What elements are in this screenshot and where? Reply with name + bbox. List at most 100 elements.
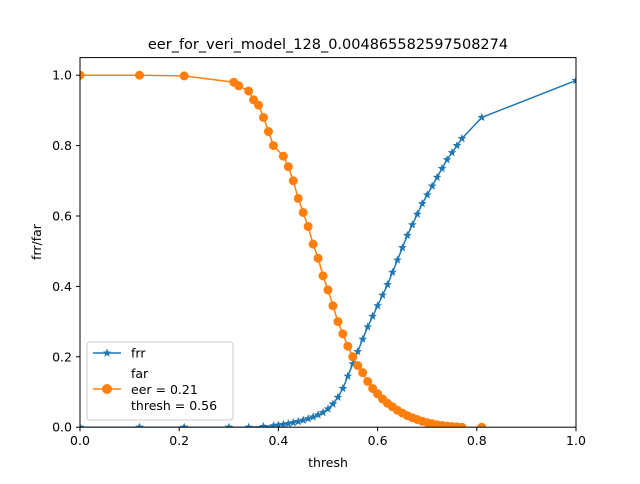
data-point-frr <box>442 155 452 164</box>
data-point-frr <box>393 255 402 264</box>
data-point-frr <box>348 359 358 368</box>
x-tick-label: 1.0 <box>566 433 586 448</box>
y-axis-label: frr/far <box>29 223 44 260</box>
data-point-frr <box>244 422 254 428</box>
data-point-frr <box>333 392 343 401</box>
x-tick-label: 0.2 <box>169 433 189 448</box>
data-point-frr <box>343 371 353 380</box>
data-point-frr <box>298 415 308 424</box>
data-point-far <box>179 71 189 81</box>
data-point-far <box>278 151 288 161</box>
data-point-far <box>244 86 254 96</box>
data-point-far <box>234 81 244 91</box>
data-point-far <box>298 207 308 217</box>
data-point-frr <box>571 75 576 85</box>
data-point-frr <box>437 163 447 173</box>
data-point-far <box>288 176 298 186</box>
x-axis-ticks: 0.0 0.2 0.4 0.6 0.8 1.0 <box>70 427 586 448</box>
data-point-frr <box>313 410 323 419</box>
data-point-far <box>318 271 328 281</box>
chart-title: eer_for_veri_model_128_0.004865582597508… <box>148 37 508 53</box>
data-point-frr <box>452 141 462 150</box>
data-point-far <box>254 100 264 110</box>
data-point-frr <box>293 416 303 426</box>
data-point-far <box>363 376 373 386</box>
data-point-far <box>80 70 85 80</box>
data-point-frr <box>259 421 268 428</box>
data-point-frr <box>358 334 368 343</box>
data-point-far <box>333 317 343 327</box>
legend-box <box>86 341 234 421</box>
data-point-far <box>328 301 338 311</box>
data-point-frr <box>303 414 313 423</box>
data-point-frr <box>457 133 467 143</box>
data-point-frr <box>432 172 442 181</box>
axes-frame <box>79 57 577 428</box>
data-point-far <box>259 112 269 122</box>
data-point-frr <box>288 418 298 427</box>
data-point-frr <box>412 209 422 218</box>
legend-far-label: far <box>131 366 149 381</box>
data-point-far <box>135 70 145 80</box>
y-tick-label: 0.4 <box>52 279 72 294</box>
series-far <box>80 70 487 428</box>
data-point-frr <box>388 267 397 277</box>
data-point-far <box>323 285 333 295</box>
data-point-frr <box>402 230 412 240</box>
data-point-far <box>348 352 358 362</box>
data-point-frr <box>135 422 144 428</box>
data-point-far <box>263 127 273 137</box>
data-point-frr <box>477 112 487 122</box>
data-point-frr <box>447 148 457 157</box>
data-point-far <box>293 193 303 203</box>
y-axis-ticks: 0.0 0.2 0.4 0.6 0.8 1.0 <box>52 68 80 435</box>
data-point-far <box>358 368 368 378</box>
data-point-far <box>477 422 487 428</box>
x-tick-label: 0.8 <box>467 433 487 448</box>
data-point-far <box>353 361 363 371</box>
y-tick-label: 1.0 <box>52 68 72 83</box>
legend: frr far eer = 0.21 thresh = 0.56 <box>86 341 234 421</box>
data-point-far <box>313 253 323 263</box>
data-point-frr <box>417 199 427 208</box>
data-point-frr <box>338 383 348 393</box>
data-point-frr <box>269 421 278 428</box>
data-point-frr <box>328 399 338 408</box>
data-point-frr <box>318 407 328 417</box>
y-tick-label: 0.2 <box>52 349 72 364</box>
x-tick-label: 0.0 <box>70 433 90 448</box>
data-point-frr <box>383 280 392 289</box>
data-point-frr <box>407 220 417 229</box>
data-point-frr <box>422 190 432 199</box>
legend-frr-marker <box>102 348 112 357</box>
data-point-frr <box>274 420 283 428</box>
data-point-far <box>457 422 467 428</box>
data-point-far <box>283 162 293 172</box>
data-point-frr <box>179 422 189 428</box>
data-point-frr <box>80 422 85 428</box>
data-point-far <box>338 329 348 339</box>
data-point-frr <box>353 346 363 356</box>
legend-frr-label: frr <box>131 346 146 361</box>
legend-thresh-text: thresh = 0.56 <box>131 398 217 413</box>
x-tick-label: 0.4 <box>268 433 288 448</box>
y-tick-label: 0.8 <box>52 138 72 153</box>
data-point-frr <box>378 290 387 299</box>
y-tick-label: 0.6 <box>52 209 72 224</box>
data-point-frr <box>373 301 382 310</box>
data-point-frr <box>368 311 378 321</box>
data-point-frr <box>323 404 333 413</box>
data-point-frr <box>427 181 437 190</box>
data-point-frr <box>283 419 293 428</box>
data-point-frr <box>224 422 234 428</box>
series-frr <box>80 75 576 428</box>
data-point-far <box>343 341 353 351</box>
data-point-frr <box>308 412 318 421</box>
y-tick-label: 0.0 <box>52 420 72 435</box>
x-tick-label: 0.6 <box>368 433 388 448</box>
data-point-far <box>308 239 318 249</box>
legend-eer-text: eer = 0.21 <box>131 382 198 397</box>
data-point-far <box>268 141 278 151</box>
x-axis-label: thresh <box>308 455 348 470</box>
